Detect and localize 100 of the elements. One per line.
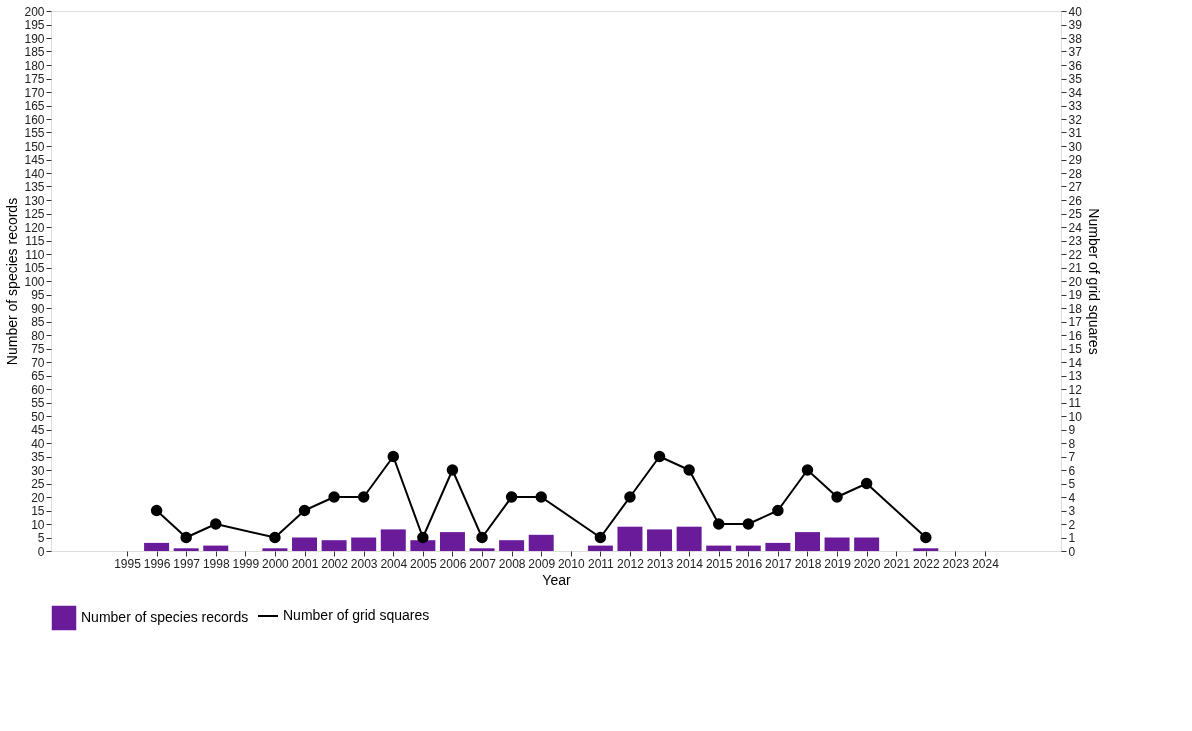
y2-tick-label: 13	[1068, 369, 1083, 383]
bar	[144, 542, 170, 551]
x-tick-label: 2008	[498, 556, 526, 571]
y-tick-label: 135	[24, 180, 45, 194]
bar	[439, 532, 465, 551]
y2-tick-label: 29	[1068, 153, 1083, 167]
bar	[735, 545, 761, 551]
y2-tick-label: 15	[1068, 342, 1083, 356]
y-tick-label: 200	[24, 4, 45, 19]
y-tick-label: 90	[31, 301, 45, 316]
x-tick-label: 1996	[143, 556, 171, 571]
y-tick-label: 100	[24, 274, 45, 289]
y-tick-label: 190	[24, 31, 45, 46]
y2-tick-label: 10	[1068, 409, 1083, 424]
y-tick-label: 110	[25, 247, 45, 262]
y-tick-label: 35	[31, 450, 45, 464]
legend-label: Number of grid squares	[283, 607, 430, 623]
x-tick-label: 2019	[824, 556, 852, 571]
x-axis-title: Year	[542, 571, 571, 588]
y-tick-label: 10	[31, 517, 45, 532]
y2-tick-label: 5	[1068, 477, 1076, 491]
x-tick-label: 2023	[942, 556, 970, 571]
y2-tick-label: 17	[1068, 315, 1083, 329]
bar	[913, 548, 939, 551]
y2-tick-label: 22	[1068, 247, 1083, 262]
y-tick-label: 175	[24, 72, 45, 86]
y2-tick-label: 39	[1068, 18, 1083, 32]
y-tick-label: 55	[31, 396, 45, 410]
bar	[854, 537, 880, 551]
x-tick-label: 2012	[617, 556, 645, 571]
x-tick-label: 1997	[173, 556, 201, 571]
x-tick-label: 1995	[114, 556, 142, 571]
point	[742, 518, 755, 530]
y2-tick-label: 20	[1068, 274, 1083, 289]
y2-tick-label: 37	[1068, 45, 1083, 59]
point	[860, 477, 873, 490]
x-tick-label: 2003	[350, 556, 378, 571]
y-tick-label: 165	[24, 99, 45, 113]
y2-tick-label: 40	[1068, 4, 1083, 19]
y-tick-label: 180	[24, 58, 45, 73]
y2-tick-label: 11	[1068, 396, 1082, 410]
y-tick-label: 95	[31, 288, 45, 302]
point	[150, 504, 163, 517]
x-tick-label: 2014	[676, 556, 704, 571]
bar	[647, 529, 673, 551]
x-tick-label: 2006	[439, 556, 467, 571]
point	[505, 491, 518, 503]
x-tick-label: 1999	[232, 556, 260, 571]
y-tick-label: 0	[37, 544, 45, 559]
x-tick-label: 2009	[528, 556, 556, 571]
y-tick-label: 65	[31, 369, 45, 383]
y-tick-label: 50	[31, 409, 45, 424]
y2-tick-label: 6	[1068, 463, 1076, 478]
y2-tick-label: 14	[1068, 355, 1083, 370]
y-tick-label: 185	[24, 45, 45, 59]
bar	[292, 537, 318, 551]
x-tick-label: 2016	[735, 556, 763, 571]
x-tick-label: 2022	[912, 556, 940, 571]
y-tick-label: 115	[25, 234, 45, 248]
point	[387, 450, 400, 463]
y-tick-label: 20	[31, 490, 45, 505]
bar	[380, 529, 406, 551]
point	[801, 464, 814, 476]
y2-tick-label: 3	[1068, 504, 1076, 518]
y-tick-label: 60	[31, 382, 45, 397]
point	[476, 531, 488, 544]
bar	[499, 540, 525, 551]
point	[831, 491, 843, 503]
point	[298, 504, 311, 517]
y2-tick-label: 7	[1068, 450, 1076, 464]
bar	[706, 545, 732, 551]
bar	[173, 548, 199, 551]
y2-tick-label: 31	[1068, 126, 1083, 140]
point	[446, 464, 459, 476]
bar	[765, 542, 791, 551]
x-tick-label: 2018	[794, 556, 822, 571]
bar	[262, 548, 288, 551]
y2-tick-label: 26	[1068, 193, 1083, 208]
y2-tick-label: 38	[1068, 31, 1083, 46]
bar	[410, 540, 436, 551]
x-tick-label: 2005	[410, 556, 438, 571]
y2-tick-label: 1	[1068, 531, 1076, 545]
y2-tick-label: 34	[1068, 85, 1083, 100]
x-tick-label: 2010	[557, 556, 585, 571]
point	[357, 491, 370, 503]
y-tick-label: 75	[31, 342, 45, 356]
y-axis-title: Number of species records	[4, 197, 21, 366]
bar	[351, 537, 377, 551]
point	[624, 491, 636, 503]
bar	[794, 532, 820, 551]
x-tick-label: 2017	[765, 556, 793, 571]
point	[594, 531, 607, 544]
y-tick-label: 15	[31, 504, 45, 518]
y-tick-label: 25	[31, 477, 45, 491]
y2-tick-label: 19	[1068, 288, 1083, 302]
x-tick-label: 2001	[291, 556, 319, 571]
y2-tick-label: 33	[1068, 99, 1083, 113]
y-tick-label: 170	[24, 85, 45, 100]
point	[210, 518, 222, 530]
bar	[676, 526, 702, 551]
